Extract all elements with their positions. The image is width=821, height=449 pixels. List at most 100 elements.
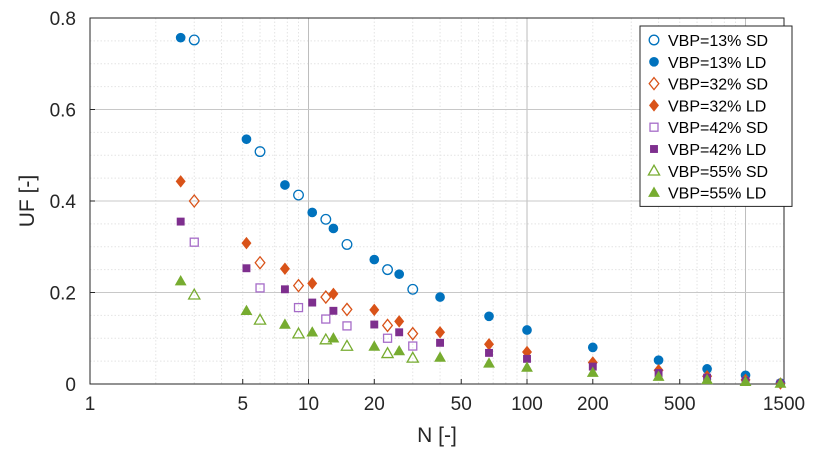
y-axis-label: UF [-] [16, 175, 39, 228]
data-point [406, 351, 420, 363]
legend-marker [649, 56, 659, 67]
data-point [328, 223, 339, 234]
data-point [521, 361, 533, 372]
data-points [174, 32, 787, 390]
legend-entry-label: VBP=32% SD [668, 77, 768, 94]
data-point [653, 355, 664, 366]
data-point [188, 34, 200, 46]
legend-entry-label: VBP=42% LD [668, 142, 766, 159]
data-point [370, 320, 379, 329]
data-point [408, 341, 418, 351]
data-point [320, 213, 332, 225]
x-tick-label: 50 [451, 394, 472, 415]
data-point [436, 338, 445, 347]
legend-entry-label: VBP=32% LD [668, 98, 766, 115]
legend-marker [648, 76, 660, 91]
series-6 [187, 287, 420, 363]
x-tick-label: 100 [511, 394, 543, 415]
legend-entry-label: VBP=13% SD [668, 33, 768, 50]
series-7 [174, 274, 787, 388]
data-point [293, 302, 304, 313]
data-point [369, 303, 380, 317]
data-point [340, 339, 354, 351]
x-tick-label: 1 [85, 394, 96, 415]
series-2 [188, 193, 419, 341]
x-tick-label: 5 [237, 394, 248, 415]
data-point [328, 287, 339, 301]
data-point [394, 315, 405, 328]
data-point [240, 304, 253, 316]
legend-entry-label: VBP=42% SD [668, 120, 768, 137]
data-point [280, 285, 289, 294]
data-point [329, 306, 338, 315]
data-point [279, 262, 290, 275]
y-tick-label: 0 [65, 375, 76, 396]
y-tick-label: 0.4 [50, 192, 77, 213]
data-point [701, 373, 714, 385]
data-point [188, 193, 200, 209]
data-point [279, 318, 291, 329]
data-point [291, 326, 306, 339]
data-point [395, 328, 404, 337]
data-point [774, 377, 787, 388]
data-point [280, 180, 290, 190]
data-point [523, 354, 531, 363]
legend: VBP=13% SD VBP=13% LD VBP=32% SD VBP=32% LD… [639, 25, 793, 207]
x-tick-label: 20 [364, 394, 385, 415]
data-point [483, 357, 495, 368]
legend-marker [649, 99, 659, 112]
data-point [407, 326, 419, 341]
data-point [407, 283, 419, 295]
data-point [321, 314, 331, 324]
data-point [586, 366, 599, 377]
legend-marker [649, 122, 659, 132]
x-axis-label: N [-] [417, 424, 457, 447]
data-point [254, 255, 266, 270]
data-point [382, 264, 393, 276]
series-4 [189, 237, 418, 351]
data-point [368, 340, 381, 351]
data-point [394, 269, 405, 280]
series-0 [188, 34, 419, 295]
x-tick-label: 500 [664, 394, 696, 415]
data-point [327, 332, 340, 343]
data-point [292, 278, 305, 293]
data-point [435, 326, 446, 339]
data-point [393, 344, 406, 356]
data-point [434, 351, 446, 362]
data-point [187, 287, 201, 300]
data-point [522, 325, 532, 335]
data-point [175, 32, 186, 43]
data-point [435, 292, 445, 302]
data-point [306, 326, 319, 337]
data-point [381, 318, 394, 333]
y-tick-label: 0.6 [50, 101, 76, 122]
legend-marker [648, 186, 660, 197]
data-point [319, 332, 333, 345]
legend-box [639, 25, 793, 207]
data-point [307, 207, 318, 218]
data-point [176, 217, 185, 226]
x-tick-label: 10 [298, 394, 319, 415]
legend-entry-label: VBP=55% SD [668, 164, 768, 181]
data-point [652, 370, 665, 381]
data-point [369, 254, 380, 265]
data-point [308, 298, 317, 307]
data-point [320, 290, 332, 305]
data-point [341, 302, 353, 317]
legend-marker [647, 163, 661, 176]
data-point [241, 134, 252, 145]
legend-entry-label: VBP=13% LD [668, 55, 766, 72]
data-point [382, 333, 393, 343]
data-point [342, 321, 352, 331]
x-tick-label: 1500 [763, 394, 805, 415]
legend-entry-label: VBP=55% LD [668, 186, 766, 203]
data-point [254, 146, 266, 158]
x-tick-label: 200 [577, 394, 609, 415]
data-point [380, 346, 395, 359]
y-tick-label: 0.2 [50, 284, 76, 305]
data-point [341, 239, 353, 250]
data-point [174, 274, 187, 286]
data-point [242, 264, 251, 273]
data-point [587, 342, 598, 353]
